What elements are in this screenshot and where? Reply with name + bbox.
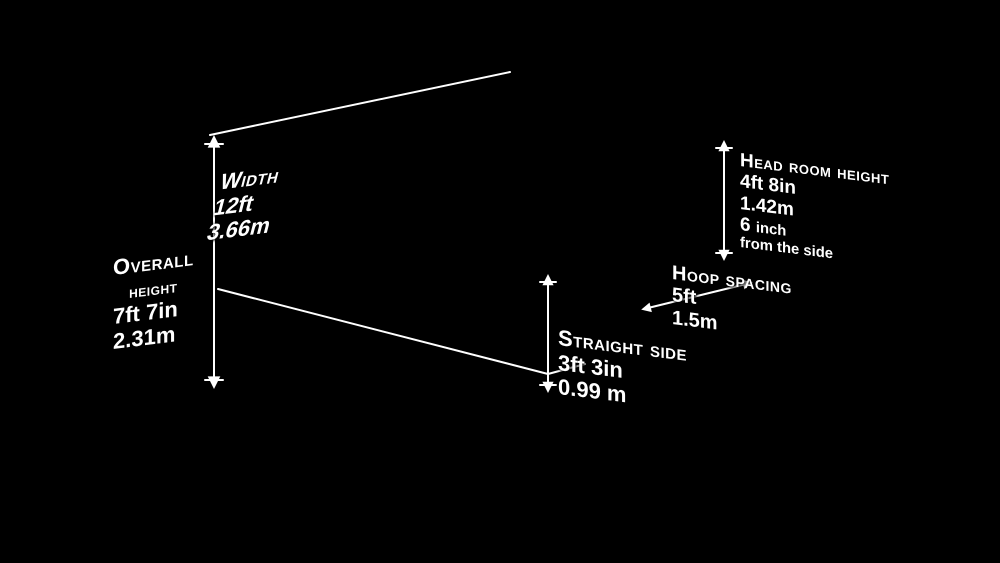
label-straight-side: Straight side 3ft 3in 0.99 m: [558, 326, 687, 416]
dimension-diagram: { "canvas":{"w":1000,"h":563,"bg":"#0000…: [0, 0, 1000, 563]
head-room-note-value: 6: [740, 214, 751, 236]
label-overall-height: Overall height 7ft 7in 2.31m: [113, 246, 194, 354]
label-head-room: Head room height 4ft 8in 1.42m 6 inch fr…: [740, 150, 889, 270]
